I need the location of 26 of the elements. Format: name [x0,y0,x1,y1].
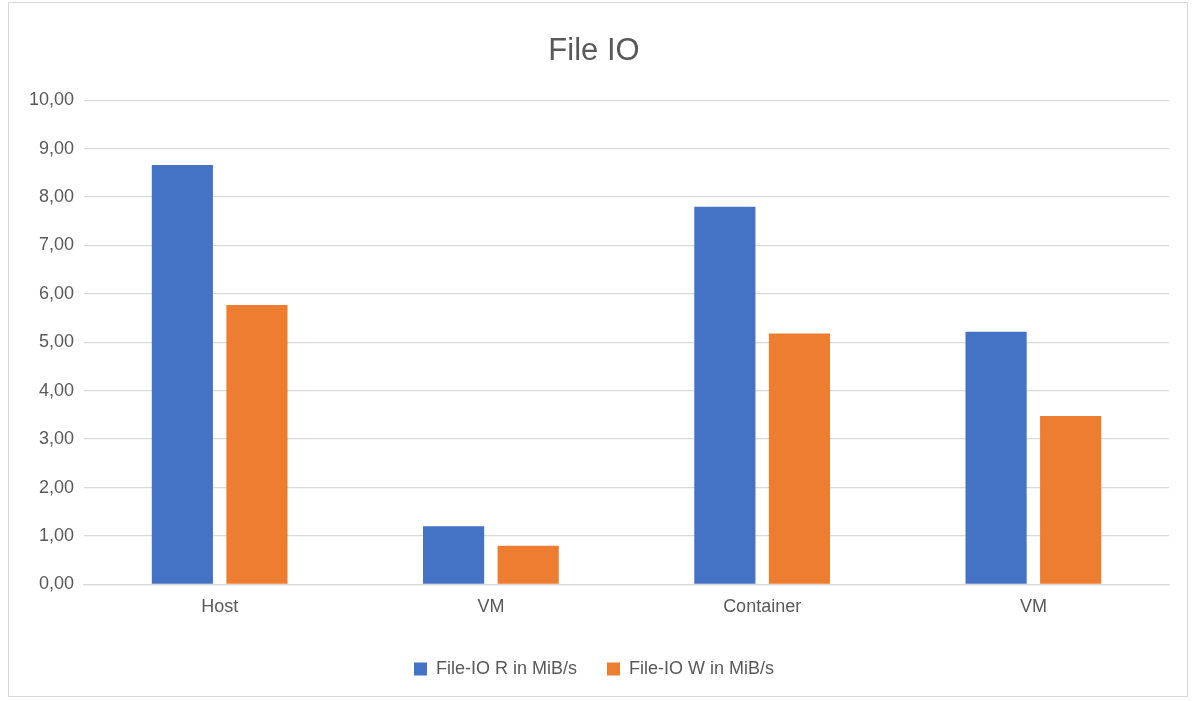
y-tick-label: 1,00 [39,524,75,545]
x-tick-label: VM [1019,596,1047,617]
y-tick-label: 6,00 [39,282,75,303]
y-tick-label: 3,00 [39,428,75,449]
x-tick-label: Container [723,596,802,617]
bar [226,305,288,584]
x-tick-label: VM [477,596,505,617]
legend-label: File-IO R in MiB/s [435,657,578,678]
y-tick-label: 7,00 [39,234,75,255]
chart-title: File IO [548,32,640,68]
bar [1040,415,1102,584]
y-tick-label: 8,00 [39,186,75,207]
bar [423,526,485,584]
bar [151,165,213,584]
x-tick-label: Host [201,596,239,617]
bar [965,331,1027,584]
bar [497,545,559,584]
y-tick-label: 4,00 [39,379,75,400]
bar [694,206,756,584]
y-tick-label: 9,00 [39,137,75,158]
bar [768,333,831,584]
y-tick-label: 2,00 [39,476,75,497]
y-tick-label: 10,00 [29,89,75,110]
legend-label: File-IO W in MiB/s [629,657,775,678]
y-tick-label: 0,00 [39,573,75,594]
y-tick-label: 5,00 [39,331,75,352]
